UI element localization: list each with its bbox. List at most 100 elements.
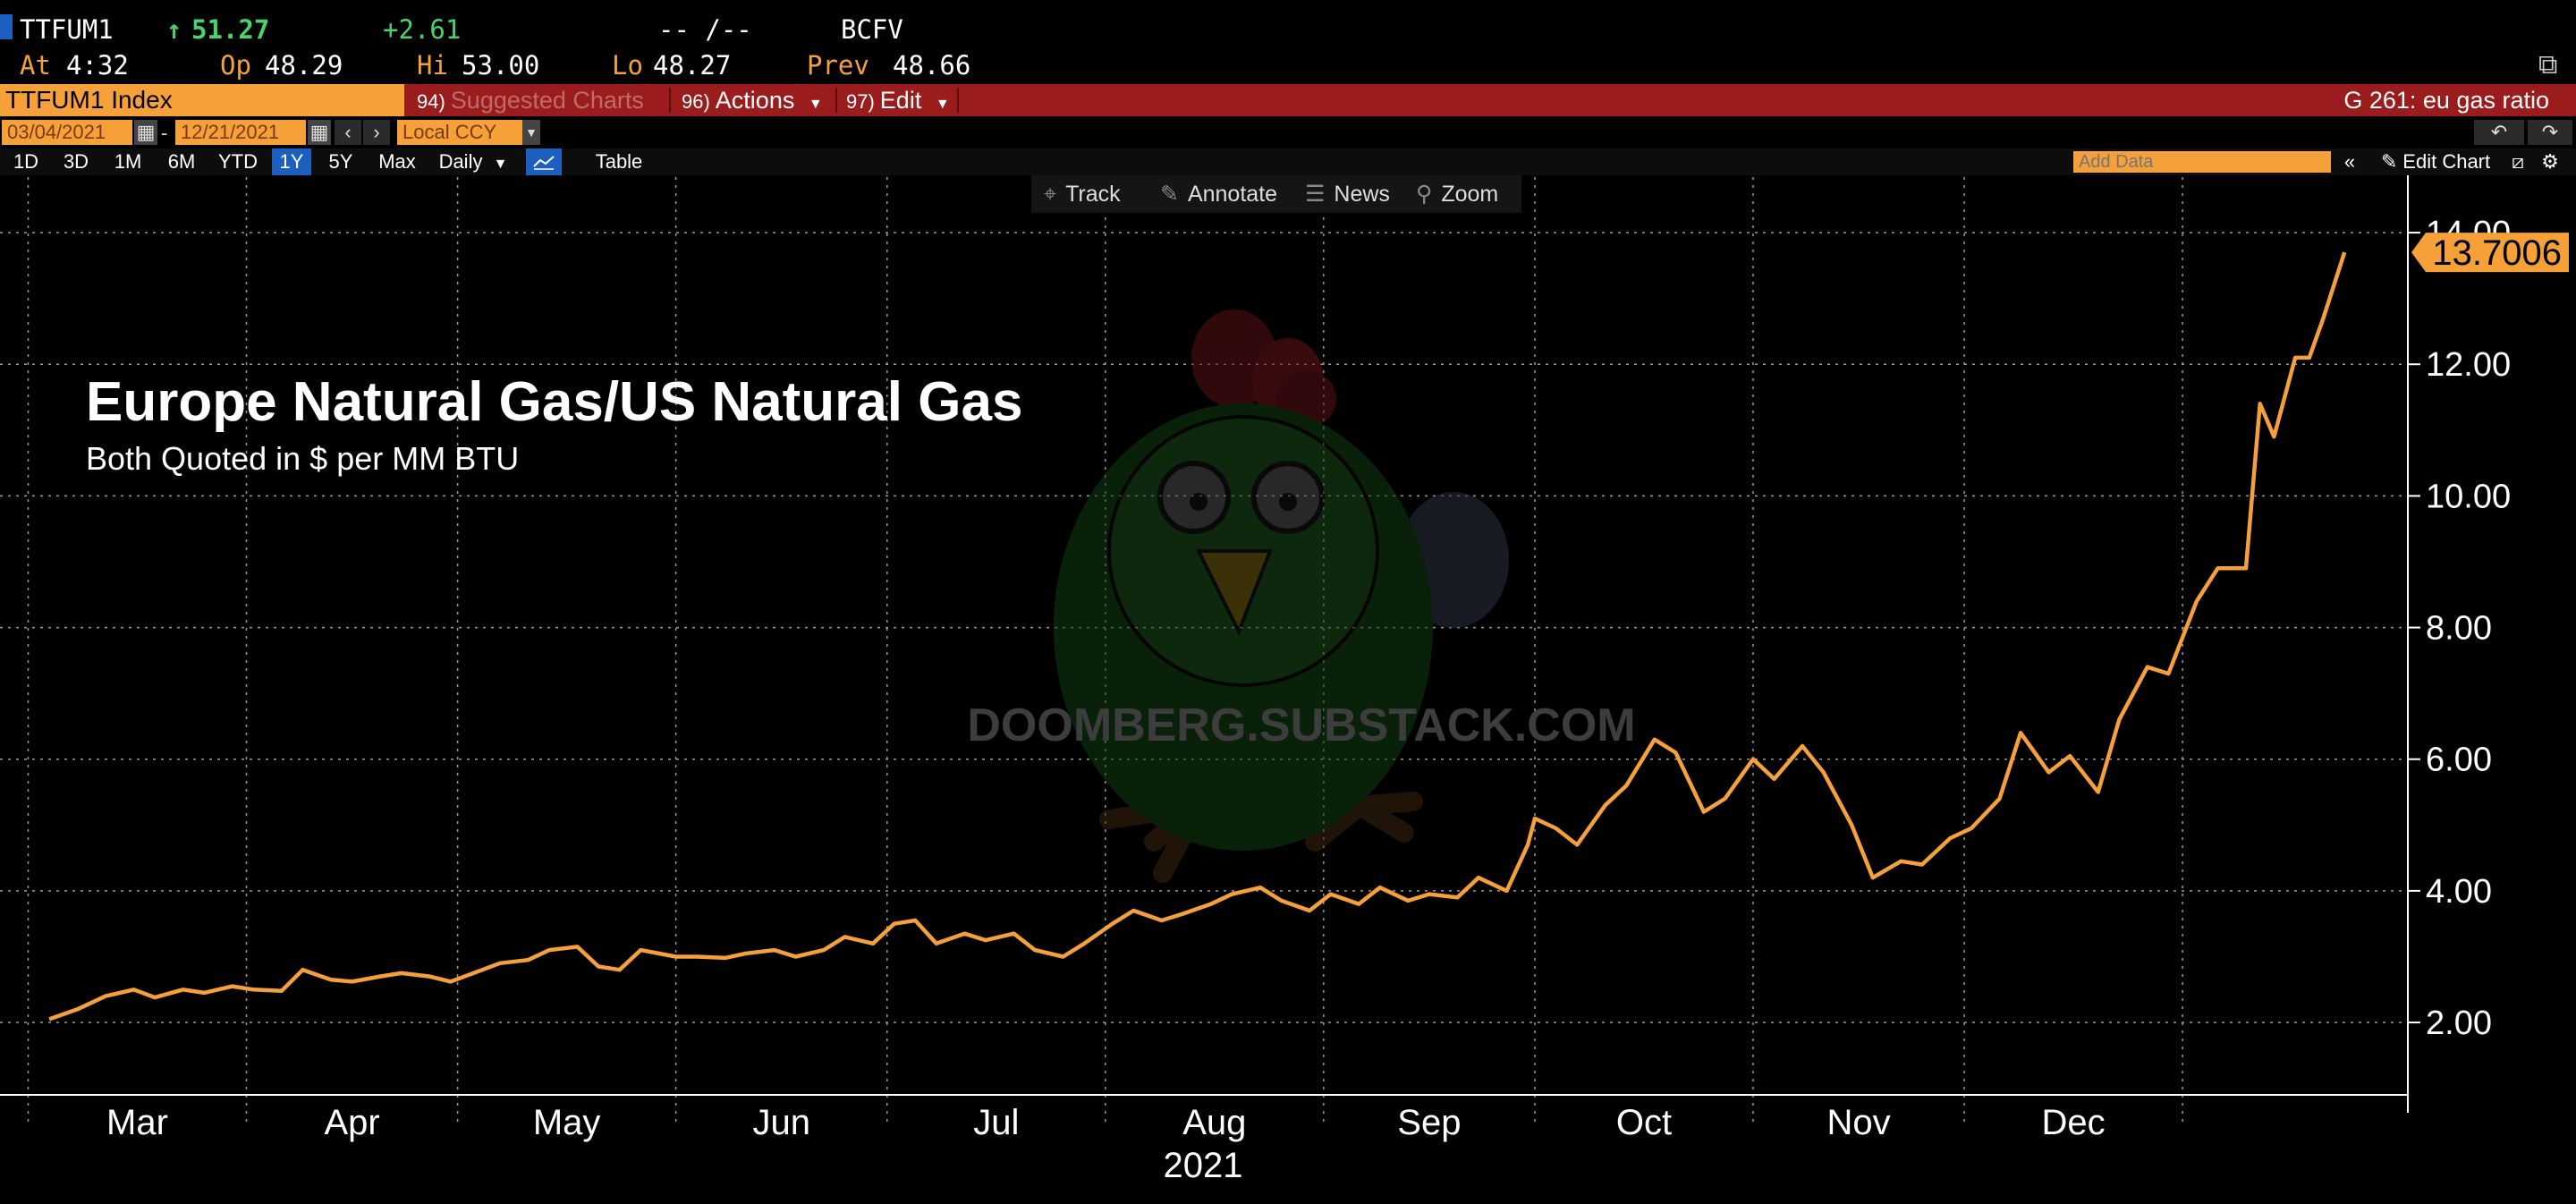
edit-caret-icon: ▼ (935, 97, 950, 112)
x-tick-label: Aug (1182, 1103, 1246, 1142)
chart-title[interactable]: G 261: eu gas ratio (2343, 87, 2549, 114)
left-pupil (1190, 493, 1208, 511)
mascot-watermark (1054, 309, 1509, 883)
gear-icon[interactable]: ⚙ (2541, 150, 2559, 173)
actions-caret-icon: ▼ (808, 97, 823, 112)
high-value: 53.00 (462, 50, 540, 81)
low-value: 48.27 (653, 50, 732, 81)
collapse-icon[interactable]: « (2343, 150, 2356, 173)
news-label: News (1334, 182, 1390, 207)
x-tick-label: Oct (1616, 1103, 1672, 1142)
zoom-tool[interactable]: ⚲ Zoom (1416, 175, 1498, 213)
add-data-input[interactable] (2073, 151, 2331, 173)
range-3d[interactable]: 3D (63, 150, 89, 173)
range-5y[interactable]: 5Y (328, 150, 353, 173)
range-ytd[interactable]: YTD (218, 150, 258, 173)
range-max[interactable]: Max (378, 150, 416, 173)
low-label: Lo (612, 50, 643, 81)
series-line-europe-us-gas-ratio (48, 251, 2347, 1022)
edit-chart-button[interactable]: ✎ Edit Chart (2368, 148, 2503, 175)
track-label: Track (1065, 182, 1121, 207)
x-tick-label: May (533, 1103, 601, 1142)
line-chart-icon[interactable] (526, 148, 562, 175)
range-6m[interactable]: 6M (167, 150, 196, 173)
pencil-icon: ✎ (1160, 182, 1179, 207)
open-label: Op (220, 50, 251, 81)
next-period-button[interactable]: › (363, 120, 390, 145)
overlay-title: Europe Natural Gas/US Natural Gas (86, 371, 1023, 433)
x-axis-label: 2021 (1164, 1146, 1243, 1185)
actions-num: 96) (682, 90, 710, 113)
overlay-subtitle: Both Quoted in $ per MM BTU (86, 440, 520, 477)
suggested-charts-num: 94) (417, 90, 445, 113)
actions-menu[interactable]: 96) Actions ▼ (682, 84, 823, 116)
x-tick-label: Apr (324, 1103, 379, 1142)
open-value: 48.29 (265, 50, 343, 81)
security-field[interactable]: TTFUM1 Index (0, 84, 404, 116)
suggested-charts-label: Suggested Charts (450, 87, 644, 114)
date-range-row: 03/04/2021 ▦ - 12/21/2021 ▦ ‹ › Local CC… (0, 116, 2576, 148)
time-label: At (20, 50, 51, 81)
net-change: +2.61 (383, 14, 462, 45)
chart-axes: 2.004.006.008.0010.0012.0014.00MarAprMay… (0, 175, 2511, 1185)
edit-label: Edit (879, 87, 922, 114)
period-select[interactable]: Daily ▼ (433, 148, 513, 175)
crosshair-icon: ⌖ (1044, 182, 1057, 207)
y-tick-label: 6.00 (2426, 742, 2492, 779)
time-value: 4:32 (66, 50, 129, 81)
start-date-input[interactable]: 03/04/2021 (2, 120, 132, 145)
right-pupil (1279, 493, 1297, 511)
news-tool[interactable]: ☰ News (1305, 175, 1390, 213)
popout-icon[interactable]: ⧉ (2538, 50, 2558, 80)
currency-select[interactable]: Local CCY (397, 120, 522, 145)
x-tick-label: Nov (1826, 1103, 1890, 1142)
period-label: Daily (438, 150, 483, 173)
news-icon: ☰ (1305, 182, 1326, 207)
quote-header: TTFUM1 ↑ 51.27 +2.61 -- /-- BCFV At 4:32… (0, 0, 2576, 84)
prev-label: Prev (807, 50, 869, 81)
magnifier-icon: ⚲ (1416, 182, 1433, 207)
price-chart[interactable]: DOOMBERG.SUBSTACK.COM 2.00 4.00 6.00 8.00 10… (0, 175, 2576, 1204)
last-price: 51.27 (191, 14, 270, 45)
chart-grid (0, 177, 2408, 1122)
undo-button[interactable]: ↶ (2474, 120, 2524, 145)
bid-ask: -- /-- (658, 14, 752, 45)
suggested-charts-menu[interactable]: 94) Suggested Charts (417, 84, 644, 116)
currency-caret-icon[interactable]: ▼ (522, 120, 540, 145)
last-value-box (2411, 233, 2569, 273)
actions-label: Actions (715, 87, 795, 114)
start-calendar-icon[interactable]: ▦ (134, 120, 157, 145)
x-tick-label: Mar (106, 1103, 168, 1142)
range-1d[interactable]: 1D (13, 150, 39, 173)
x-tick-label: Sep (1397, 1103, 1461, 1142)
range-row: 1D 3D 1M 6M YTD 1Y 5Y Max Daily ▼ Table … (0, 148, 2576, 175)
divider (957, 88, 959, 113)
chart-toolbar: ⌖ Track ✎ Annotate ☰ News ⚲ Zoom (1031, 175, 1521, 213)
chart-style-icon[interactable]: ⧄ (2512, 150, 2524, 173)
track-tool[interactable]: ⌖ Track (1044, 175, 1121, 213)
zoom-label: Zoom (1441, 182, 1499, 207)
x-tick-label: Jun (752, 1103, 810, 1142)
end-date-input[interactable]: 12/21/2021 (175, 120, 306, 145)
edit-menu[interactable]: 97) Edit ▼ (846, 84, 950, 116)
range-1m[interactable]: 1M (114, 150, 142, 173)
table-button[interactable]: Table (595, 150, 643, 173)
y-tick-label: 2.00 (2426, 1005, 2492, 1042)
annotate-tool[interactable]: ✎ Annotate (1160, 175, 1277, 213)
high-label: Hi (417, 50, 448, 81)
range-1y[interactable]: 1Y (272, 148, 311, 175)
prev-period-button[interactable]: ‹ (335, 120, 361, 145)
y-tick-label: 12.00 (2426, 346, 2511, 384)
pricing-source: BCFV (841, 14, 903, 45)
y-tick-label: 10.00 (2426, 478, 2511, 515)
ticker[interactable]: TTFUM1 (20, 14, 114, 45)
end-calendar-icon[interactable]: ▦ (308, 120, 331, 145)
security-marker (0, 14, 13, 39)
last-value-tag: 13.7006 (2411, 233, 2569, 273)
redo-button[interactable]: ↷ (2528, 120, 2572, 145)
prev-value: 48.66 (893, 50, 971, 81)
x-tick-label: Dec (2042, 1103, 2106, 1142)
watermark-text: DOOMBERG.SUBSTACK.COM (967, 700, 1635, 751)
y-tick-label: 4.00 (2426, 873, 2492, 911)
x-tick-label: Jul (973, 1103, 1019, 1142)
